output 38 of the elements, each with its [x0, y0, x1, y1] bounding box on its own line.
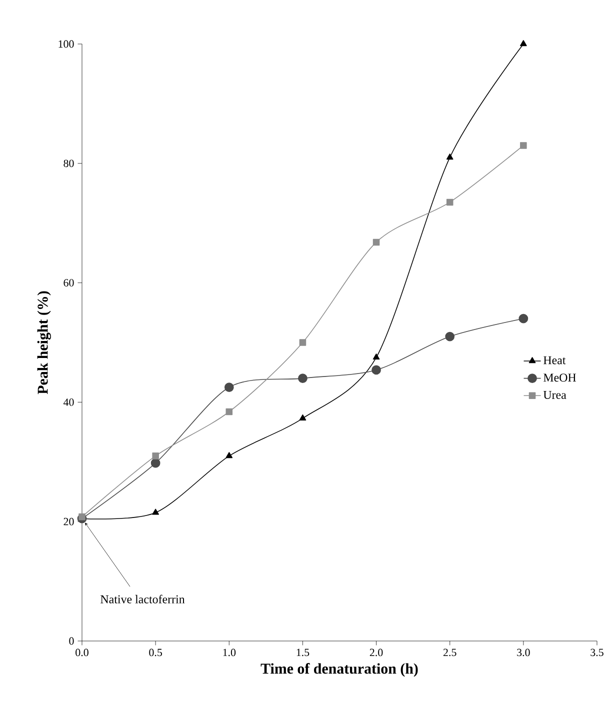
x-axis-title: Time of denaturation (h): [260, 663, 418, 677]
annotation: Native lactoferrin: [100, 594, 185, 604]
point: [226, 452, 232, 458]
point: [372, 354, 380, 360]
y-tick-label: 0: [69, 637, 74, 645]
point: [152, 508, 159, 515]
legend-label: MeOH: [543, 374, 576, 382]
point: [520, 40, 527, 46]
point: [372, 238, 380, 246]
point: [445, 332, 454, 342]
y-tick-label: 80: [64, 160, 74, 168]
legend-label: Urea: [543, 390, 566, 399]
x-tick-label: 3.0: [517, 648, 530, 656]
y-tick-label: 20: [64, 518, 74, 526]
point: [226, 408, 232, 416]
point: [446, 154, 454, 160]
x-tick-label: 3.5: [590, 648, 604, 656]
point: [299, 414, 306, 420]
point: [518, 314, 528, 324]
x-tick-label: 2.0: [370, 648, 383, 656]
legend-label: Heat: [543, 356, 566, 364]
point: [372, 365, 381, 375]
point: [446, 198, 454, 206]
point: [150, 458, 160, 468]
point: [152, 452, 159, 460]
x-tick-label: 2.5: [443, 648, 456, 656]
y-tick-label: 60: [64, 279, 74, 286]
point: [298, 374, 308, 383]
point: [520, 142, 527, 149]
x-tick-label: 0.5: [149, 648, 162, 656]
x-tick-label: 0.0: [75, 648, 88, 656]
y-tick-label: 40: [63, 398, 74, 406]
point: [224, 382, 234, 392]
x-tick-label: 1.5: [296, 648, 310, 656]
point: [299, 339, 306, 346]
x-tick-label: 1.0: [223, 648, 236, 656]
y-tick-label: 100: [58, 40, 74, 48]
y-axis-title: Peak height (%): [37, 291, 51, 394]
